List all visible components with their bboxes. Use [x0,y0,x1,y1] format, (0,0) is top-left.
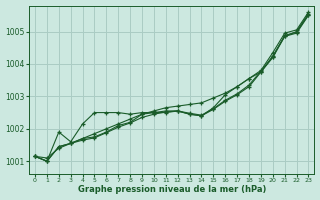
X-axis label: Graphe pression niveau de la mer (hPa): Graphe pression niveau de la mer (hPa) [77,185,266,194]
